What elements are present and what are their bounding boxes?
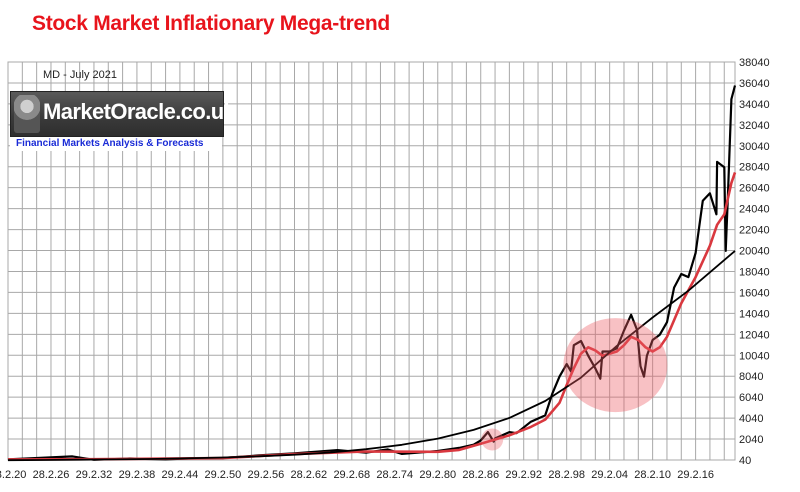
x-tick-label: 29.2.80 (419, 469, 456, 481)
y-tick-label: 14040 (739, 308, 770, 320)
y-tick-label: 40 (739, 455, 751, 467)
x-tick-label: 28.2.26 (33, 469, 70, 481)
moving-average-line (7, 171, 737, 461)
y-tick-label: 12040 (739, 329, 770, 341)
highlight-circle-1987 (481, 428, 504, 451)
y-tick-label: 32040 (739, 120, 770, 132)
x-tick-label: 29.2.92 (505, 469, 542, 481)
x-tick-label: 28.2.20 (0, 469, 26, 481)
x-tick-label: 28.2.10 (634, 469, 671, 481)
trend-curve-line (7, 250, 736, 462)
y-tick-label: 18040 (739, 266, 770, 278)
x-tick-label: 28.2.74 (376, 469, 413, 481)
y-tick-label: 34040 (739, 99, 770, 111)
y-tick-label: 20040 (739, 246, 770, 258)
x-tick-label: 28.2.86 (462, 469, 499, 481)
x-tick-label: 29.2.68 (333, 469, 370, 481)
y-tick-label: 28040 (739, 162, 770, 174)
y-tick-label: 2040 (739, 434, 763, 446)
y-tick-label: 8040 (739, 371, 763, 383)
y-tick-label: 30040 (739, 141, 770, 153)
y-tick-label: 4040 (739, 413, 763, 425)
grid (7, 61, 736, 461)
market-oracle-logo: MarketOracle.co.uk (10, 91, 236, 137)
x-tick-label: 29.2.50 (205, 469, 242, 481)
x-tick-label: 29.2.38 (119, 469, 156, 481)
x-tick-label: 29.2.32 (76, 469, 113, 481)
x-tick-label: 29.2.56 (248, 469, 285, 481)
chart-annotation: MD - July 2021 (43, 69, 117, 81)
thinker-statue-icon (14, 95, 40, 133)
y-tick-label: 10040 (739, 350, 770, 362)
logo-tagline: Financial Markets Analysis & Forecasts (10, 137, 222, 151)
x-tick-label: 28.2.98 (548, 469, 585, 481)
x-tick-label: 29.2.16 (677, 469, 714, 481)
highlight-circles (481, 318, 668, 451)
highlight-circle-2000s (563, 318, 668, 413)
series-layer (7, 85, 737, 462)
x-tick-label: 28.2.62 (290, 469, 327, 481)
y-tick-label: 6040 (739, 392, 763, 404)
chart-title: Stock Market Inflationary Mega-trend (32, 12, 390, 35)
y-tick-label: 38040 (739, 57, 770, 69)
y-tick-label: 36040 (739, 78, 770, 90)
y-tick-label: 26040 (739, 183, 770, 195)
x-tick-label: 29.2.44 (162, 469, 199, 481)
x-tick-label: 29.2.04 (591, 469, 628, 481)
tick-labels: 40 2040 4040 6040 8040 10040 12040 14040 16040 18… (0, 57, 770, 481)
y-tick-label: 16040 (739, 287, 770, 299)
y-tick-label: 24040 (739, 204, 770, 216)
logo-name: MarketOracle.co.uk (43, 99, 236, 124)
y-tick-label: 22040 (739, 225, 770, 237)
